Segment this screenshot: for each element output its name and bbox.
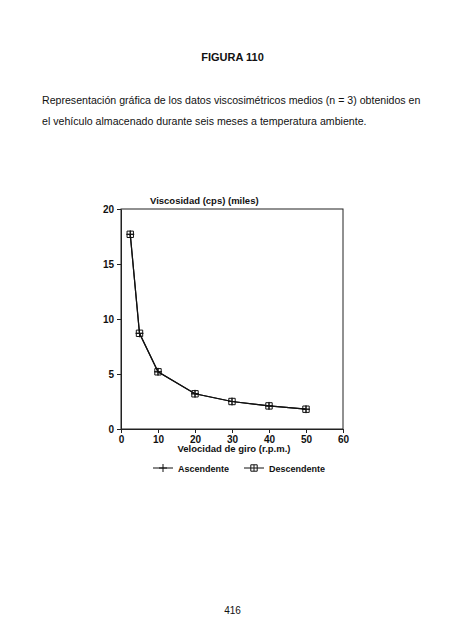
tick-label: 10 [103, 314, 115, 325]
y-axis: 0 5 10 15 20 [103, 204, 122, 435]
tick-mark [117, 319, 121, 320]
data-point [192, 391, 198, 397]
tick-label: 0 [108, 424, 114, 435]
data-point [303, 406, 309, 412]
tick-label: 10 [153, 434, 165, 445]
data-point [126, 230, 134, 238]
tick: 5 [108, 369, 121, 380]
data-point [191, 390, 199, 398]
figure-title: FIGURA 110 [201, 51, 264, 63]
tick-mark [343, 429, 344, 433]
data-point [302, 405, 310, 413]
tick-label: 15 [103, 259, 115, 270]
data-point [265, 402, 273, 410]
tick-label: 50 [301, 434, 313, 445]
tick-mark [232, 429, 233, 433]
tick-mark [117, 209, 121, 210]
tick: 20 [103, 204, 121, 215]
caption-line: Representación gráfica de los datos visc… [42, 94, 420, 106]
legend-marker [159, 464, 167, 472]
data-point [136, 329, 144, 337]
data-point [229, 398, 235, 404]
series-line [130, 234, 306, 409]
legend-item: Ascendente [153, 464, 229, 474]
tick: 50 [301, 429, 313, 445]
data-point [127, 231, 133, 237]
series-line [130, 234, 306, 409]
data-point [136, 330, 142, 336]
tick-mark [117, 429, 121, 430]
plot-area [126, 230, 310, 413]
tick: 60 [338, 429, 350, 445]
page-number: 416 [224, 605, 241, 616]
legend: Ascendente Descendente [153, 464, 325, 474]
tick-label: 0 [119, 434, 125, 445]
tick-label: 20 [103, 204, 115, 215]
tick-mark [195, 429, 196, 433]
caption-line: el vehículo almacenado durante seis mese… [42, 115, 366, 127]
legend-label: Descendente [269, 464, 325, 474]
tick-mark [269, 429, 270, 433]
plot-frame [121, 209, 343, 429]
data-point [228, 398, 236, 406]
data-point [155, 369, 161, 375]
legend-label: Ascendente [178, 464, 229, 474]
x-axis-title: Velocidad de giro (r.p.m.) [178, 443, 291, 454]
tick-mark [117, 264, 121, 265]
legend-marker [251, 465, 257, 471]
tick-label: 5 [108, 369, 114, 380]
page: FIGURA 110 Representación gráfica de los … [0, 0, 465, 640]
y-axis-title: Viscosidad (cps) (miles) [150, 195, 259, 206]
axis-line [121, 210, 122, 430]
tick: 10 [103, 314, 121, 325]
tick: 0 [119, 429, 125, 445]
data-point [154, 368, 162, 376]
legend-item: Descendente [244, 464, 325, 474]
tick: 15 [103, 259, 121, 270]
tick-mark [117, 374, 121, 375]
tick: 0 [108, 424, 121, 435]
tick-mark [158, 429, 159, 433]
tick-mark [121, 429, 122, 433]
data-point [266, 403, 272, 409]
tick: 10 [153, 429, 165, 445]
tick-label: 60 [338, 434, 350, 445]
tick-mark [306, 429, 307, 433]
